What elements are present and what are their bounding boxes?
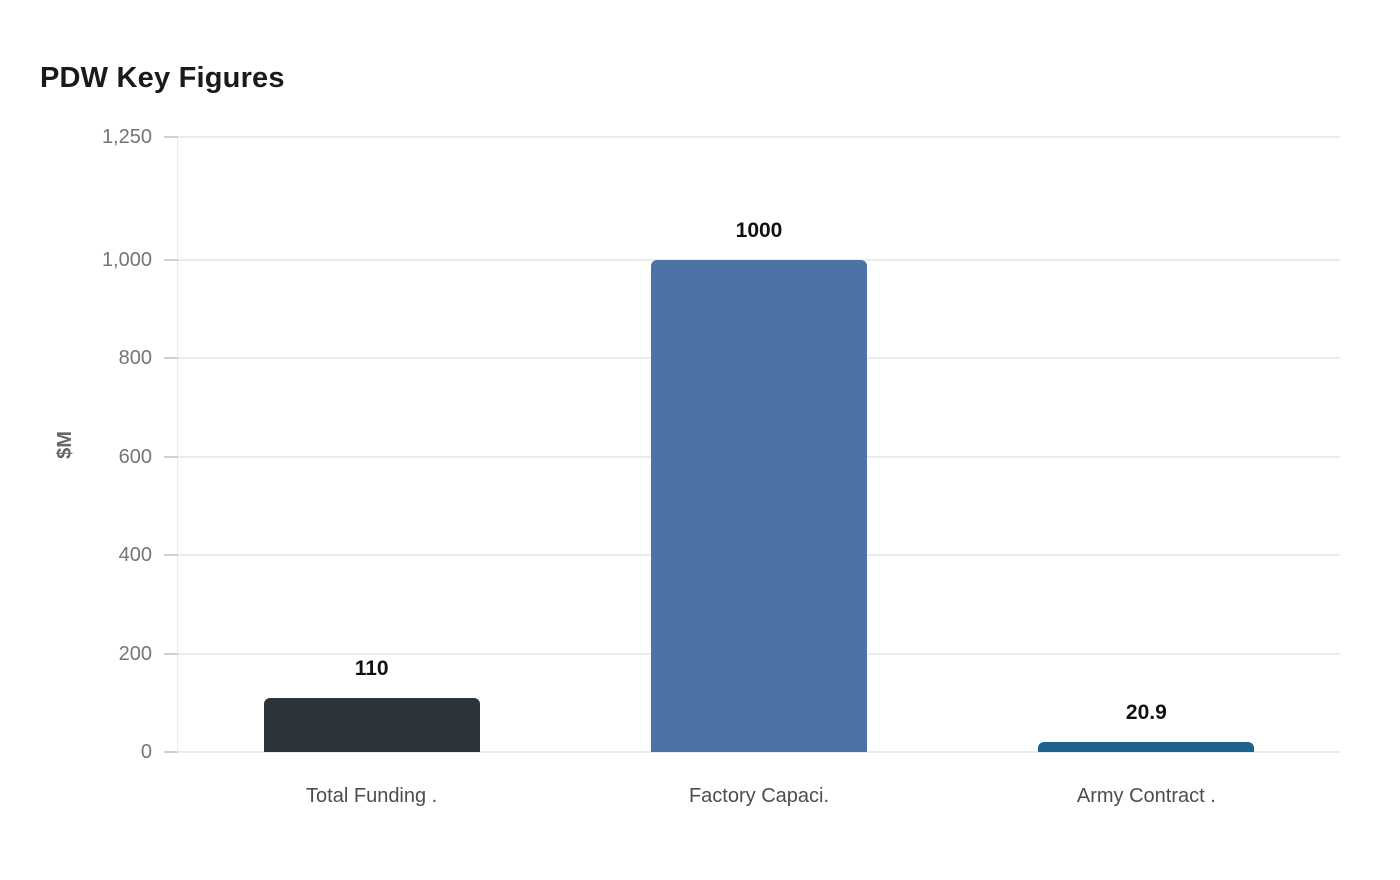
gridline	[178, 751, 1340, 753]
y-tick-mark	[164, 136, 178, 138]
bar-factory-capacity[interactable]	[651, 260, 867, 752]
y-tick-label: 400	[118, 544, 152, 567]
bar-value-label: 1000	[735, 219, 783, 242]
y-tick-label: 0	[140, 741, 152, 763]
y-tick-mark	[164, 554, 178, 557]
y-tick-label: 600	[118, 445, 152, 468]
x-category-label: Factory Capaci.	[688, 785, 830, 807]
y-tick-mark	[164, 357, 178, 360]
y-tick-label: 200	[118, 642, 152, 665]
y-tick-label: 1,000	[101, 249, 152, 271]
x-category-label: Army Contract .	[1076, 785, 1216, 807]
x-category-label: Total Funding .	[306, 785, 438, 807]
y-tick-mark	[164, 455, 178, 458]
bar-army-contract[interactable]	[1038, 741, 1255, 752]
y-tick-label: 800	[118, 347, 152, 370]
chart-title: PDW Key Figures	[40, 62, 285, 94]
bar-value-label: 20.9	[1125, 700, 1167, 724]
y-tick-label: 1,250	[101, 126, 152, 148]
bar-total-funding[interactable]	[263, 697, 480, 752]
y-tick-mark	[164, 259, 178, 261]
y-tick-mark	[164, 652, 178, 655]
y-tick-mark	[164, 751, 178, 753]
bar-value-label: 110	[354, 656, 389, 680]
gridline	[178, 136, 1340, 138]
y-axis-line	[177, 137, 178, 752]
